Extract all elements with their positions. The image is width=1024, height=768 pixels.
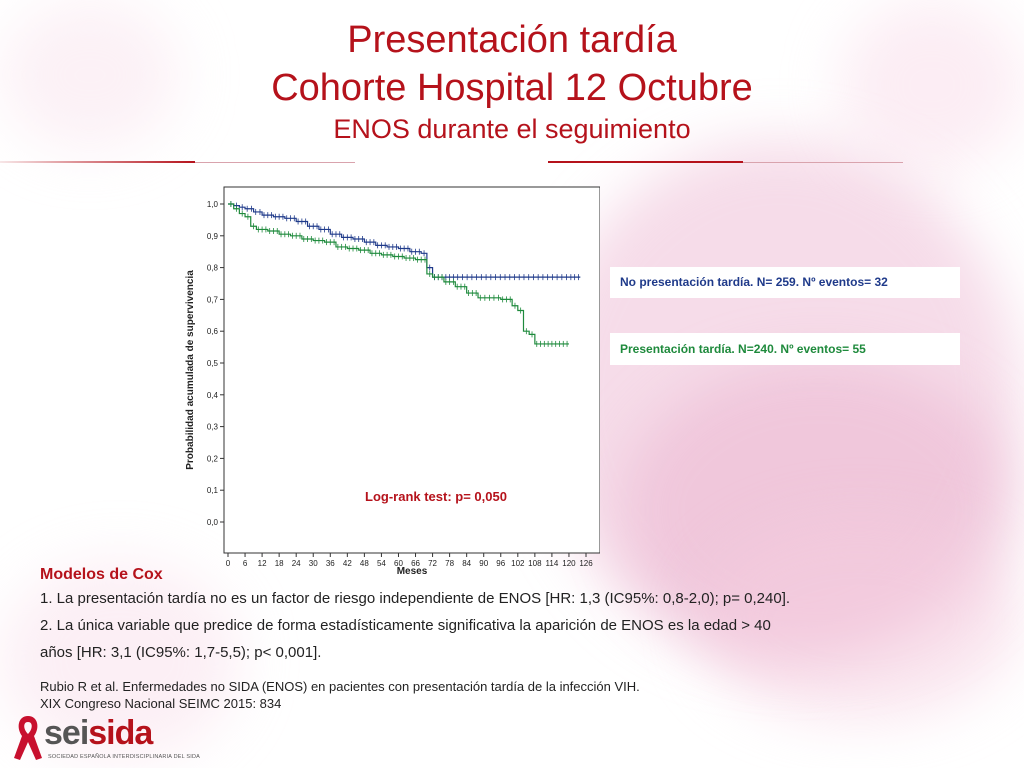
cox-title: Modelos de Cox [40,566,163,583]
red-ribbon-icon [14,716,42,760]
background-wash [700,520,1020,720]
y-tick-label: 0,1 [207,486,219,495]
background-wash [840,0,1024,170]
cox-line-3: años [HR: 3,1 (IC95%: 1,7-5,5); p< 0,001… [40,644,322,661]
legend-no-label: No presentación tardía. N= 259. Nº event… [620,275,888,289]
x-tick-label: 78 [445,559,454,568]
x-axis-label: Meses [397,566,428,577]
cox-line-2: 2. La única variable que predice de form… [40,617,771,634]
slide-title-line1: Presentación tardía [347,19,677,61]
x-tick-label: 96 [496,559,505,568]
kaplan-meier-chart: 0,0 0,1 0,2 0,3 0,4 0,5 0,6 0,7 0,8 0,9 1,0 0 6 12 18 2… [185,186,600,577]
y-tick-label: 0,7 [207,295,219,304]
background-wash [0,560,240,760]
divider-rule [195,162,355,163]
divider-rule [0,161,195,163]
divider-rule [548,161,743,163]
legend-no-presentacion: No presentación tardía. N= 259. Nº event… [610,267,960,298]
reference-line-1: Rubio R et al. Enfermedades no SIDA (ENO… [40,679,640,694]
y-tick-label: 0,6 [207,327,219,336]
x-tick-label: 30 [309,559,318,568]
divider-rule [743,162,903,163]
y-tick-label: 0,8 [207,264,219,273]
x-tick-label: 108 [528,559,542,568]
x-tick-label: 42 [343,559,352,568]
seisida-logo: seisida SOCIEDAD ESPAÑOLA INTERDISCIPLIN… [8,712,200,766]
background-wash [0,0,180,150]
x-tick-label: 102 [511,559,525,568]
logo-text-sei: sei [44,714,89,752]
x-tick-label: 36 [326,559,335,568]
legend-si-label: Presentación tardía. N=240. Nº eventos= … [620,342,866,356]
y-tick-label: 0,2 [207,454,219,463]
x-tick-label: 66 [411,559,420,568]
x-tick-label: 12 [258,559,267,568]
x-tick-label: 18 [275,559,284,568]
slide-subtitle: ENOS durante el seguimiento [333,114,691,144]
x-tick-label: 90 [479,559,488,568]
x-tick-label: 0 [226,559,231,568]
y-tick-label: 0,0 [207,518,219,527]
y-tick-label: 0,4 [207,391,219,400]
x-tick-label: 60 [394,559,403,568]
x-tick-label: 54 [377,559,386,568]
chart-frame [223,186,600,554]
cox-line-1: 1. La presentación tardía no es un facto… [40,590,791,607]
y-tick-label: 0,3 [207,423,219,432]
logo-subtitle: SOCIEDAD ESPAÑOLA INTERDISCIPLINARIA DEL… [48,754,201,760]
x-tick-label: 126 [579,559,593,568]
x-tick-label: 48 [360,559,369,568]
slide-title-line2: Cohorte Hospital 12 Octubre [271,67,753,109]
x-tick-label: 24 [292,559,301,568]
logo-text-sida: sida [88,714,153,752]
y-tick-label: 0,5 [207,359,219,368]
x-tick-label: 72 [428,559,437,568]
x-tick-label: 84 [462,559,471,568]
x-tick-label: 114 [546,559,559,568]
y-tick-label: 0,9 [207,232,219,241]
y-tick-label: 1,0 [207,200,219,209]
x-tick-label: 6 [243,559,248,568]
legend-presentacion: Presentación tardía. N=240. Nº eventos= … [610,333,960,365]
reference-line-2: XIX Congreso Nacional SEIMC 2015: 834 [40,696,282,711]
log-rank-annotation: Log-rank test: p= 0,050 [365,489,507,504]
y-axis-label: Probabilidad acumulada de supervivencia [185,270,196,470]
x-tick-label: 120 [562,559,576,568]
